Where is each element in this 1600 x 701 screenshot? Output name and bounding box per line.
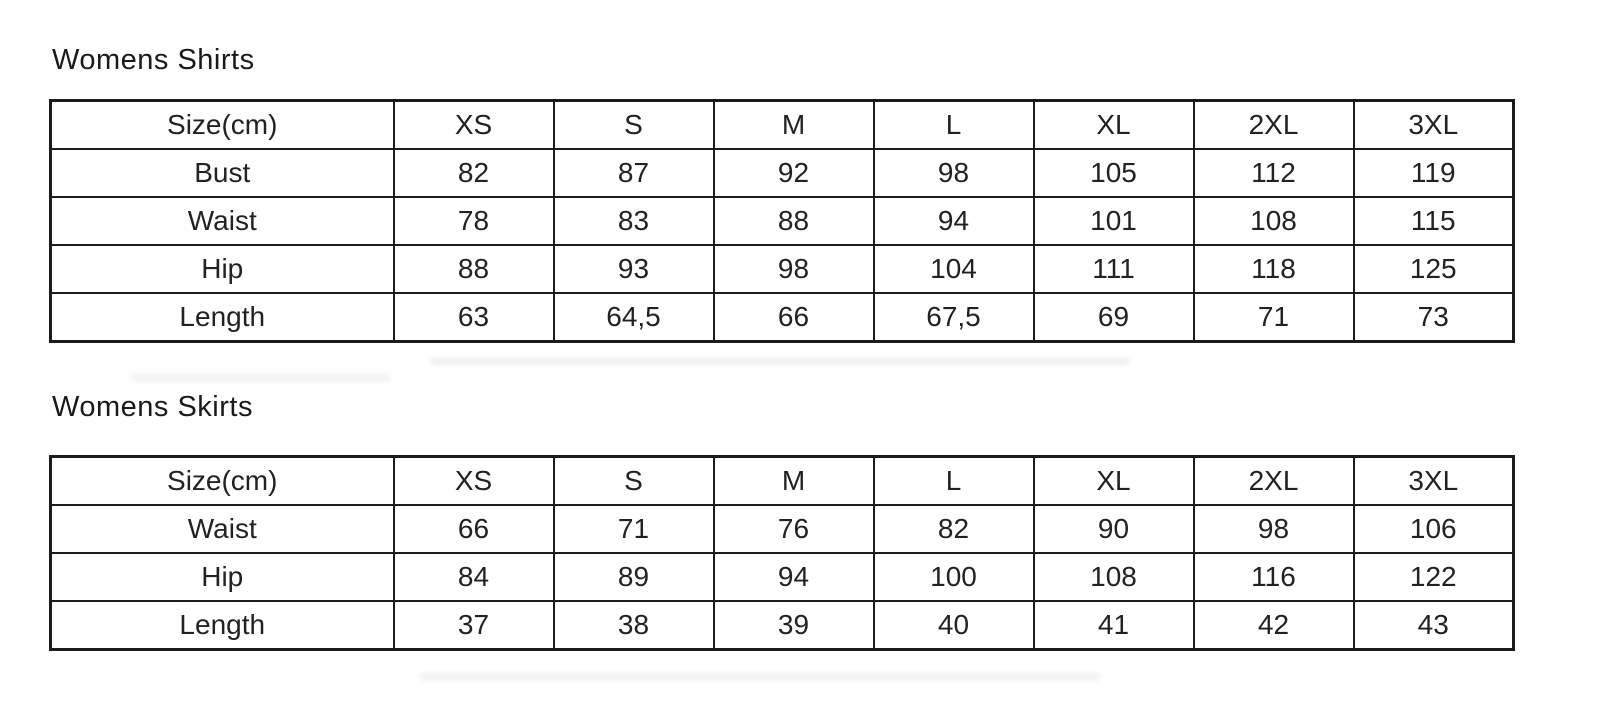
table-cell: 119: [1352, 148, 1515, 198]
table-cell: 101: [1032, 196, 1195, 246]
table-cell: 92: [712, 148, 875, 198]
table-cell: 108: [1032, 552, 1195, 602]
header-row: Size(cm) XS S M L XL 2XL 3XL: [49, 99, 1515, 150]
table-cell: 76: [712, 504, 875, 554]
table-cell: 84: [392, 552, 555, 602]
table-cell: 104: [872, 244, 1035, 294]
column-header-2xl: 2XL: [1192, 99, 1355, 150]
table-cell: 108: [1192, 196, 1355, 246]
column-header-s: S: [552, 455, 715, 506]
table-cell: 82: [392, 148, 555, 198]
table-row-hip: Hip 84 89 94 100 108 116 122: [49, 552, 1515, 602]
column-header-s: S: [552, 99, 715, 150]
table-cell: 115: [1352, 196, 1515, 246]
table-cell: 40: [872, 600, 1035, 651]
table-cell: 73: [1352, 292, 1515, 343]
table-cell: 116: [1192, 552, 1355, 602]
column-header-xl: XL: [1032, 455, 1195, 506]
table-cell: 69: [1032, 292, 1195, 343]
table-cell: 71: [1192, 292, 1355, 343]
table-cell: 71: [552, 504, 715, 554]
row-label: Length: [49, 600, 395, 651]
column-header-2xl: 2XL: [1192, 455, 1355, 506]
column-header-l: L: [872, 99, 1035, 150]
table-cell: 98: [1192, 504, 1355, 554]
table-cell: 41: [1032, 600, 1195, 651]
shirts-size-table: Size(cm) XS S M L XL 2XL 3XL Bust 82 87 92 98 105 112…: [49, 99, 1515, 343]
table-cell: 112: [1192, 148, 1355, 198]
skirts-size-table: Size(cm) XS S M L XL 2XL 3XL Waist 66 71 76 82 90 98 1…: [49, 455, 1515, 651]
column-header-xs: XS: [392, 99, 555, 150]
table-cell: 88: [712, 196, 875, 246]
erased-text-artifact: [430, 357, 1130, 365]
table-row-waist: Waist 66 71 76 82 90 98 106: [49, 504, 1515, 554]
table-cell: 118: [1192, 244, 1355, 294]
table-cell: 88: [392, 244, 555, 294]
row-label: Hip: [49, 552, 395, 602]
table-cell: 38: [552, 600, 715, 651]
table-row-length: Length 63 64,5 66 67,5 69 71 73: [49, 292, 1515, 343]
table-cell: 122: [1352, 552, 1515, 602]
table-cell: 125: [1352, 244, 1515, 294]
table-cell: 66: [712, 292, 875, 343]
erased-text-artifact: [130, 374, 390, 382]
shirts-table-title: Womens Shirts: [52, 44, 255, 76]
table-cell: 100: [872, 552, 1035, 602]
table-cell: 39: [712, 600, 875, 651]
table-cell: 98: [712, 244, 875, 294]
table-cell: 64,5: [552, 292, 715, 343]
column-header-3xl: 3XL: [1352, 99, 1515, 150]
row-label: Waist: [49, 196, 395, 246]
row-label: Bust: [49, 148, 395, 198]
table-cell: 111: [1032, 244, 1195, 294]
row-label: Waist: [49, 504, 395, 554]
table-cell: 93: [552, 244, 715, 294]
column-header-xl: XL: [1032, 99, 1195, 150]
table-cell: 63: [392, 292, 555, 343]
column-header-xs: XS: [392, 455, 555, 506]
table-cell: 78: [392, 196, 555, 246]
size-unit-header: Size(cm): [49, 455, 395, 506]
table-cell: 98: [872, 148, 1035, 198]
table-row-hip: Hip 88 93 98 104 111 118 125: [49, 244, 1515, 294]
column-header-m: M: [712, 99, 875, 150]
table-cell: 43: [1352, 600, 1515, 651]
table-row-length: Length 37 38 39 40 41 42 43: [49, 600, 1515, 651]
table-row-bust: Bust 82 87 92 98 105 112 119: [49, 148, 1515, 198]
table-cell: 94: [712, 552, 875, 602]
header-row: Size(cm) XS S M L XL 2XL 3XL: [49, 455, 1515, 506]
table-cell: 106: [1352, 504, 1515, 554]
table-cell: 42: [1192, 600, 1355, 651]
size-unit-header: Size(cm): [49, 99, 395, 150]
column-header-3xl: 3XL: [1352, 455, 1515, 506]
column-header-m: M: [712, 455, 875, 506]
table-cell: 87: [552, 148, 715, 198]
row-label: Length: [49, 292, 395, 343]
table-cell: 67,5: [872, 292, 1035, 343]
table-cell: 94: [872, 196, 1035, 246]
erased-text-artifact: [420, 672, 1100, 681]
table-row-waist: Waist 78 83 88 94 101 108 115: [49, 196, 1515, 246]
table-cell: 66: [392, 504, 555, 554]
table-cell: 82: [872, 504, 1035, 554]
table-cell: 90: [1032, 504, 1195, 554]
row-label: Hip: [49, 244, 395, 294]
table-cell: 37: [392, 600, 555, 651]
table-cell: 105: [1032, 148, 1195, 198]
table-cell: 89: [552, 552, 715, 602]
column-header-l: L: [872, 455, 1035, 506]
skirts-table-title: Womens Skirts: [52, 391, 253, 423]
table-cell: 83: [552, 196, 715, 246]
